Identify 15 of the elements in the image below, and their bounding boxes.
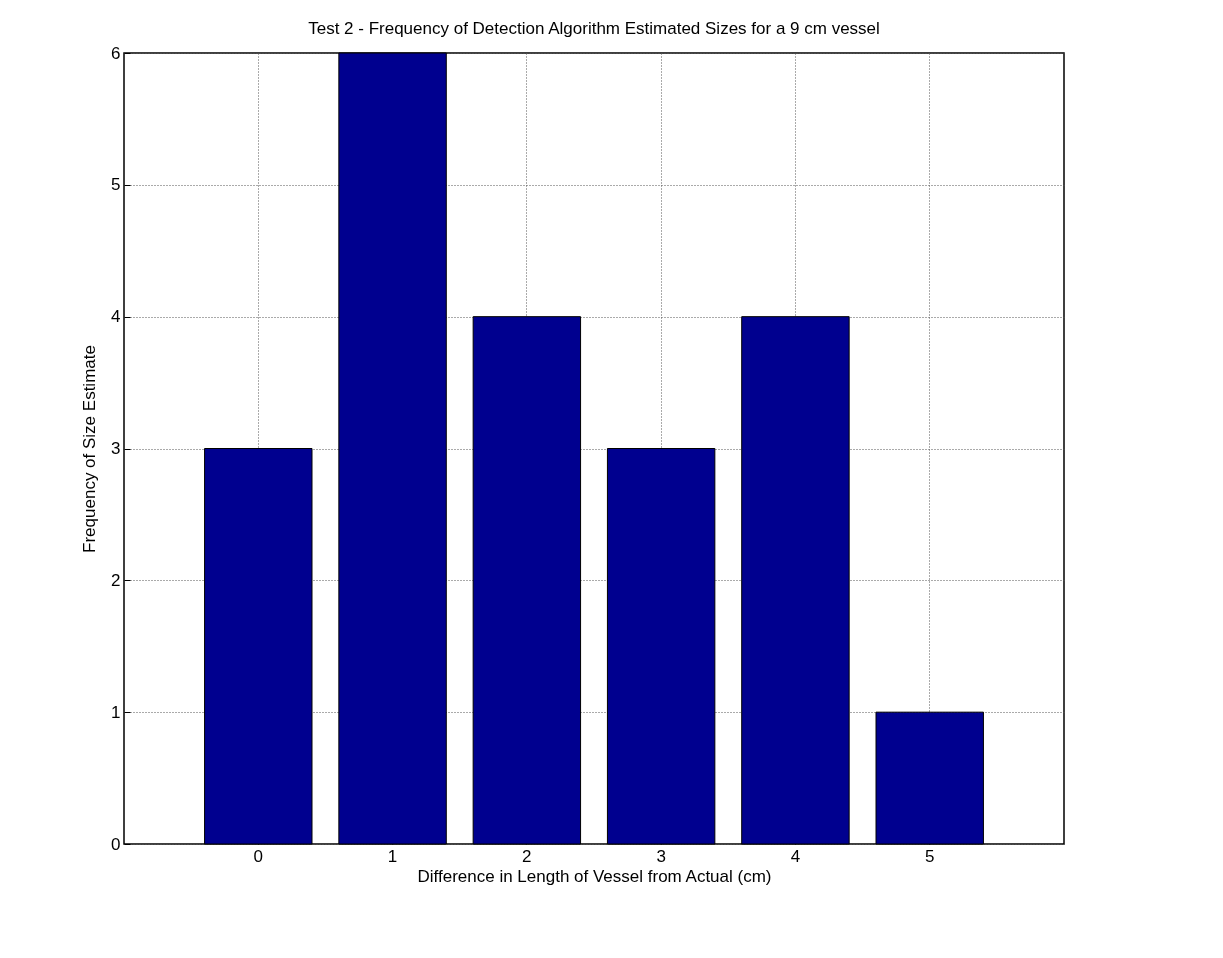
y-tick-label: 2 bbox=[111, 570, 121, 590]
y-tick-label: 1 bbox=[111, 702, 121, 722]
x-tick-label: 4 bbox=[790, 846, 801, 866]
x-tick-label: 5 bbox=[924, 846, 935, 866]
y-tick-label: 5 bbox=[111, 175, 121, 195]
x-tick-label: 0 bbox=[253, 846, 264, 866]
y-axis-title: Frequency of Size Estimate bbox=[80, 345, 100, 553]
y-tick-label: 3 bbox=[111, 439, 121, 458]
x-tick-label: 2 bbox=[522, 846, 532, 866]
x-tick-label: 3 bbox=[656, 846, 666, 866]
chart-title: Test 2 - Frequency of Detection Algorithm Estimated Sizes for a 9 cm vessel bbox=[308, 19, 880, 38]
y-tick-label: 6 bbox=[111, 43, 121, 63]
x-tick-label: 1 bbox=[387, 846, 398, 866]
x-axis-title: Difference in Length of Vessel from Actual (cm) bbox=[417, 866, 772, 886]
y-tick-label: 4 bbox=[111, 307, 121, 327]
